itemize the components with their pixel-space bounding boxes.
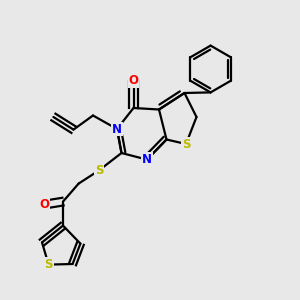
Text: S: S: [182, 137, 190, 151]
Text: S: S: [95, 164, 103, 177]
Text: S: S: [44, 258, 53, 271]
Text: N: N: [142, 153, 152, 166]
Text: O: O: [39, 198, 50, 211]
Text: O: O: [128, 74, 139, 88]
Text: N: N: [112, 122, 122, 136]
